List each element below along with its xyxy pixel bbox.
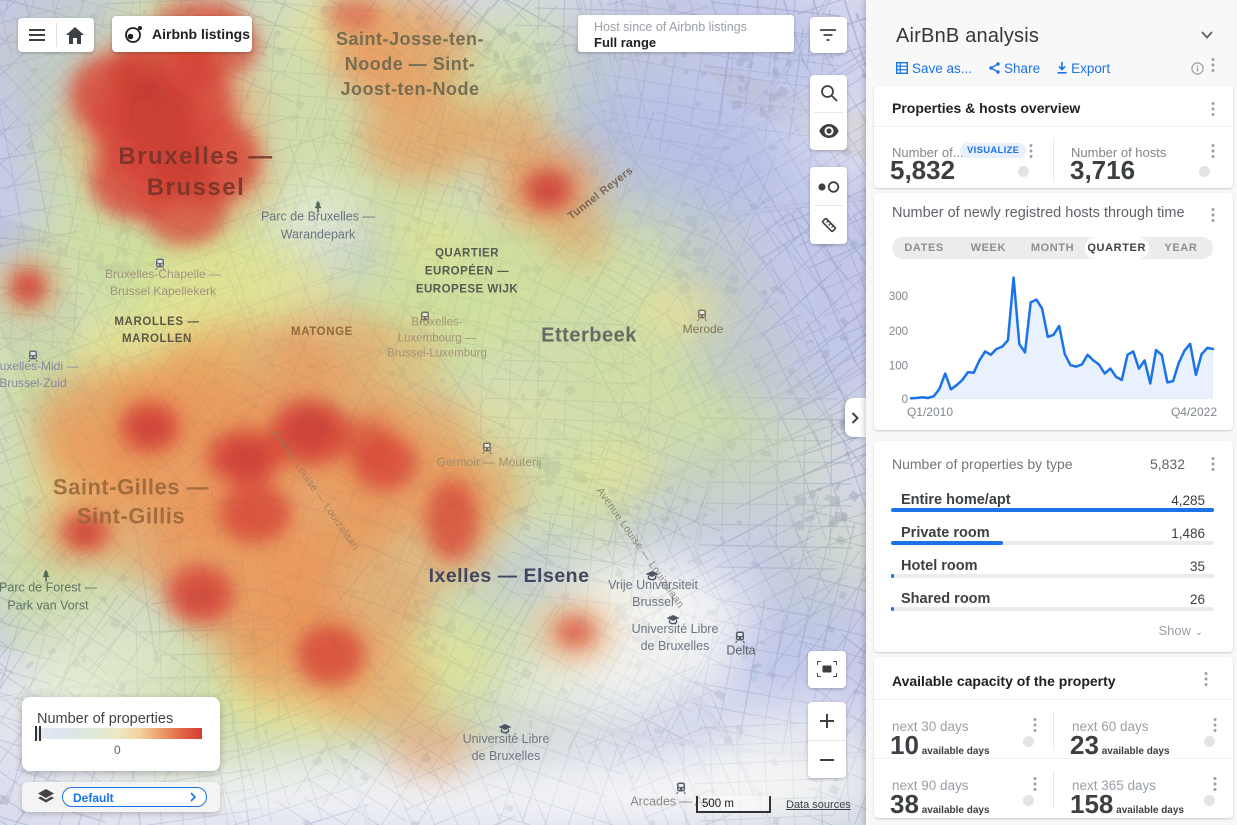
svg-text:Q4/2022: Q4/2022 bbox=[1171, 405, 1217, 419]
svg-text:300: 300 bbox=[889, 291, 908, 303]
svg-text:100: 100 bbox=[889, 361, 908, 373]
svg-text:Q1/2010: Q1/2010 bbox=[907, 405, 953, 419]
svg-text:200: 200 bbox=[889, 326, 908, 338]
